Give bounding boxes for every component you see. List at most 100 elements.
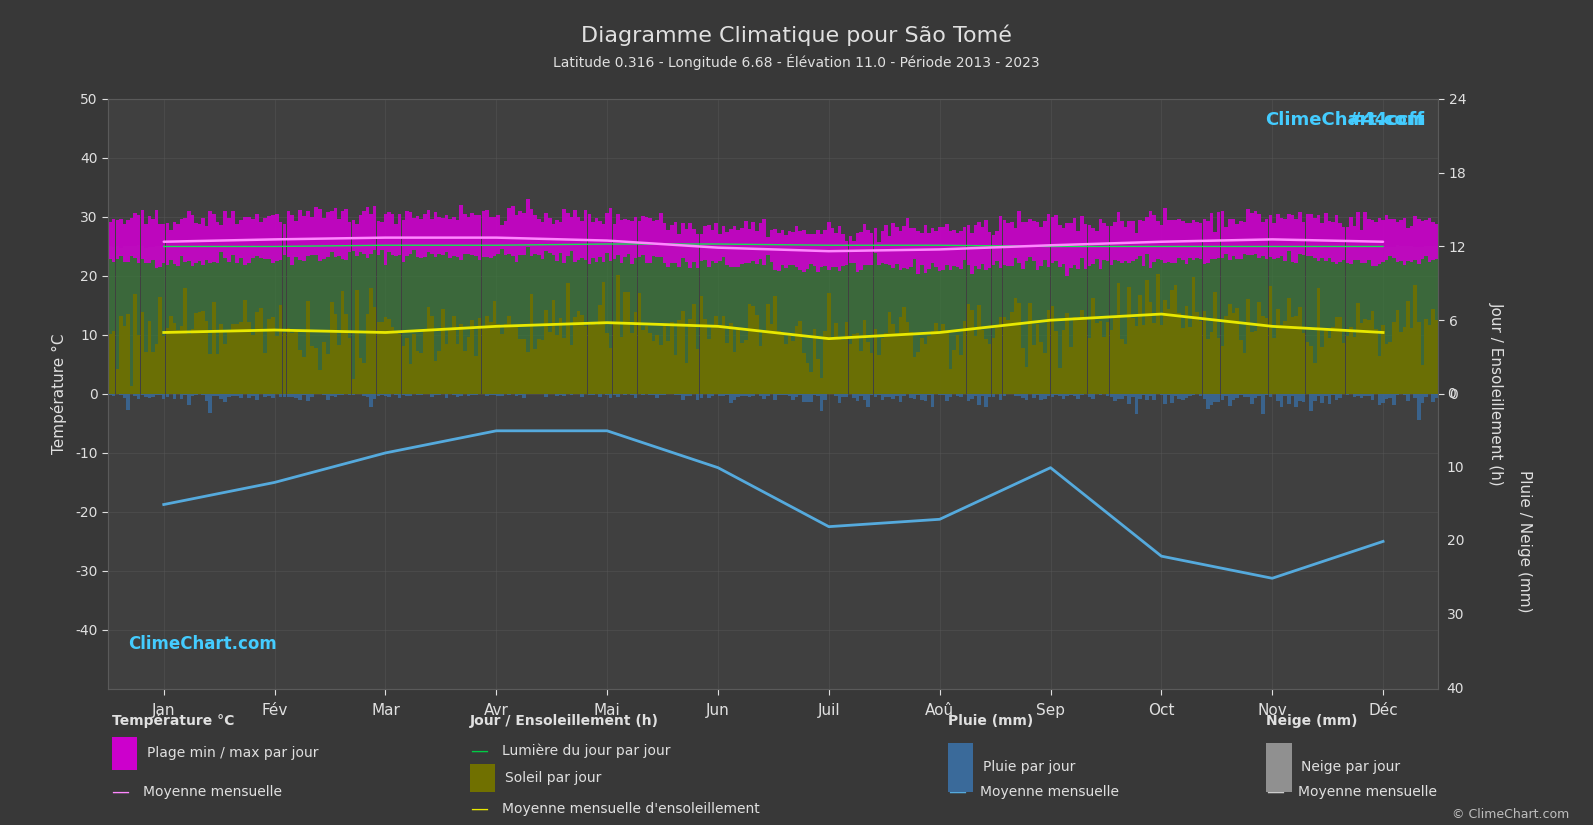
Bar bbox=[1364, 394, 1367, 396]
Bar bbox=[1145, 217, 1149, 253]
Bar bbox=[977, 223, 981, 270]
Bar bbox=[1284, 219, 1287, 262]
Bar bbox=[1177, 394, 1180, 399]
Bar bbox=[824, 230, 827, 266]
Bar bbox=[1088, 394, 1091, 398]
Bar bbox=[444, 345, 448, 394]
Bar bbox=[594, 325, 597, 394]
Bar bbox=[333, 314, 338, 394]
Bar bbox=[1192, 247, 1195, 394]
Bar bbox=[991, 245, 996, 394]
Bar bbox=[511, 325, 515, 394]
Bar bbox=[602, 224, 605, 262]
Bar bbox=[1364, 212, 1367, 263]
Bar bbox=[112, 394, 115, 396]
Bar bbox=[384, 246, 387, 394]
Bar bbox=[183, 248, 186, 394]
Bar bbox=[515, 245, 518, 394]
Bar bbox=[1055, 247, 1058, 394]
Bar bbox=[666, 230, 671, 266]
Bar bbox=[534, 245, 537, 394]
Bar bbox=[959, 355, 962, 394]
Bar bbox=[1043, 220, 1047, 260]
Bar bbox=[736, 328, 741, 394]
Bar bbox=[1246, 246, 1251, 394]
Bar bbox=[1091, 246, 1094, 394]
Bar bbox=[401, 246, 405, 394]
Bar bbox=[666, 244, 671, 394]
Bar bbox=[863, 320, 867, 394]
Bar bbox=[338, 219, 341, 256]
Bar bbox=[1395, 222, 1399, 262]
Bar bbox=[755, 315, 758, 394]
Bar bbox=[781, 244, 784, 394]
Bar bbox=[515, 215, 518, 262]
Bar bbox=[970, 310, 973, 394]
Bar bbox=[859, 394, 863, 396]
Bar bbox=[166, 394, 169, 397]
Bar bbox=[119, 248, 123, 394]
Bar bbox=[655, 219, 660, 257]
Bar bbox=[1217, 212, 1220, 258]
Text: 30: 30 bbox=[1446, 608, 1464, 622]
Bar bbox=[271, 317, 274, 394]
Bar bbox=[1050, 394, 1055, 398]
Bar bbox=[1035, 222, 1039, 270]
Bar bbox=[1171, 247, 1174, 394]
Bar bbox=[1145, 245, 1149, 394]
Bar bbox=[333, 394, 338, 397]
Bar bbox=[448, 244, 452, 394]
Bar bbox=[1043, 394, 1047, 398]
Bar bbox=[1214, 292, 1217, 394]
Bar bbox=[1018, 394, 1021, 396]
Bar bbox=[540, 222, 545, 259]
Bar bbox=[927, 233, 930, 269]
Bar bbox=[599, 305, 602, 394]
Bar bbox=[988, 246, 991, 394]
Bar bbox=[1024, 223, 1029, 261]
Bar bbox=[191, 329, 194, 394]
Bar bbox=[330, 211, 333, 252]
Bar bbox=[696, 234, 699, 267]
Bar bbox=[1117, 394, 1120, 399]
Text: Plage min / max par jour: Plage min / max par jour bbox=[147, 747, 319, 760]
Bar bbox=[409, 212, 413, 254]
Bar bbox=[766, 304, 769, 394]
Bar bbox=[984, 339, 988, 394]
Bar bbox=[795, 394, 798, 397]
Bar bbox=[1137, 394, 1142, 399]
Bar bbox=[1349, 328, 1352, 394]
Bar bbox=[247, 217, 250, 263]
Bar bbox=[475, 356, 478, 394]
Bar bbox=[1239, 340, 1243, 394]
Bar bbox=[991, 338, 996, 394]
Bar bbox=[137, 394, 140, 399]
Bar bbox=[696, 394, 699, 400]
Bar bbox=[1413, 247, 1418, 394]
Bar bbox=[1257, 214, 1262, 258]
Bar bbox=[1321, 394, 1324, 403]
Bar bbox=[945, 332, 948, 394]
Bar bbox=[327, 355, 330, 394]
Bar bbox=[529, 209, 534, 256]
Bar bbox=[867, 230, 870, 266]
Bar bbox=[707, 243, 710, 394]
Bar bbox=[151, 247, 155, 394]
Bar bbox=[438, 394, 441, 395]
Bar bbox=[613, 224, 616, 259]
Bar bbox=[981, 246, 984, 394]
Bar bbox=[464, 351, 467, 394]
Bar bbox=[1370, 220, 1375, 266]
Bar bbox=[784, 234, 787, 268]
Bar bbox=[1424, 318, 1427, 394]
Bar bbox=[1061, 248, 1066, 394]
Bar bbox=[1002, 219, 1007, 266]
Bar bbox=[859, 232, 863, 271]
Bar bbox=[271, 246, 274, 394]
Bar bbox=[1007, 320, 1010, 394]
Bar bbox=[725, 232, 730, 265]
Bar bbox=[870, 352, 873, 394]
Bar bbox=[470, 320, 475, 394]
Bar bbox=[1273, 246, 1276, 394]
Bar bbox=[1177, 314, 1180, 394]
